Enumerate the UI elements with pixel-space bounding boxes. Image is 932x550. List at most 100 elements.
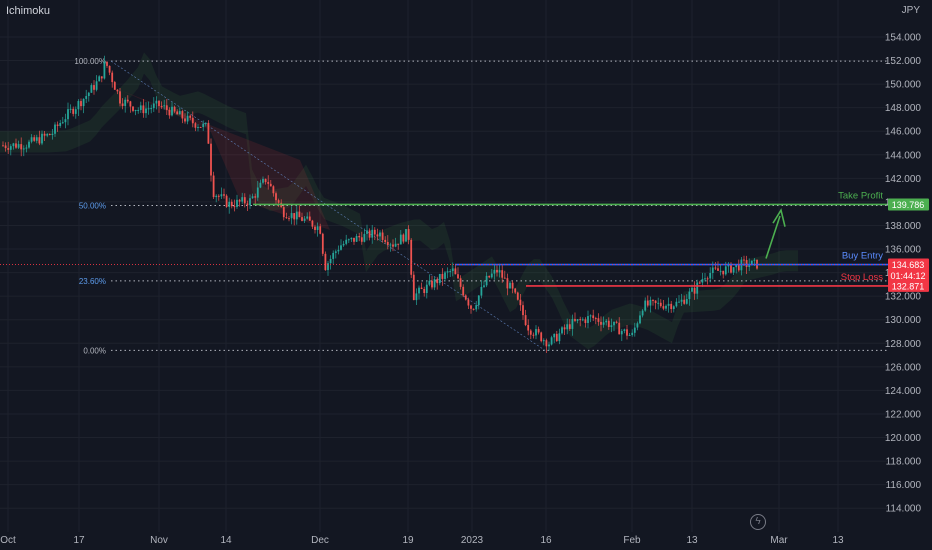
- candle-body: [293, 213, 296, 220]
- candle-body: [264, 178, 267, 183]
- candle-body: [223, 194, 225, 196]
- candle-body: [181, 111, 184, 119]
- candle-body: [581, 319, 584, 321]
- candle-body: [550, 337, 553, 345]
- candle-body: [571, 319, 574, 329]
- candle-body: [540, 332, 543, 342]
- indicator-label[interactable]: Ichimoku: [6, 5, 51, 17]
- candle-body: [303, 218, 306, 221]
- buy-entry-label: Buy Entry: [842, 251, 883, 262]
- candle-body: [93, 85, 95, 90]
- x-tick-label: 19: [402, 535, 414, 546]
- candle-body: [457, 274, 459, 279]
- candle-body: [405, 229, 407, 242]
- candle-body: [220, 194, 223, 197]
- stop-loss-badge: [888, 279, 929, 292]
- candle-body: [202, 123, 205, 128]
- candle-body: [407, 229, 410, 240]
- y-axis: 154.000 152.000 150.000 148.000 146.000 144.0…: [885, 33, 922, 515]
- candle-body: [59, 122, 62, 126]
- candle-body: [553, 333, 556, 338]
- candle-body: [282, 207, 285, 218]
- fib-level-label: 100.00%: [74, 57, 106, 66]
- candle-body: [467, 299, 470, 306]
- candle-body: [574, 319, 576, 321]
- candle-body: [124, 99, 127, 107]
- x-tick-label: 13: [832, 535, 844, 546]
- candle-body: [717, 268, 719, 271]
- candle-body: [152, 103, 155, 109]
- candlestick-series: [2, 55, 758, 353]
- candle-body: [347, 239, 350, 241]
- candle-body: [626, 329, 628, 336]
- candle-body: [548, 344, 550, 347]
- candle-body: [155, 100, 158, 104]
- candle-body: [743, 259, 745, 261]
- candle-body: [490, 273, 493, 278]
- candle-body: [288, 218, 290, 220]
- candle-body: [165, 105, 168, 110]
- fib-level-label: 50.00%: [79, 201, 106, 210]
- candle-body: [103, 61, 106, 79]
- take-profit-label: Take Profit: [838, 190, 883, 201]
- candle-body: [431, 280, 433, 288]
- candle-body: [82, 98, 85, 107]
- candle-body: [272, 186, 275, 194]
- x-tick-label: 13: [686, 535, 698, 546]
- candle-body: [197, 126, 199, 128]
- candle-body: [111, 72, 114, 83]
- y-tick-label: 124.000: [885, 386, 922, 397]
- candle-body: [503, 277, 506, 279]
- candle-body: [392, 244, 394, 247]
- candle-body: [298, 211, 301, 218]
- candle-body: [51, 133, 54, 136]
- candle-body: [480, 286, 483, 296]
- candle-body: [285, 217, 288, 219]
- arrow-head: [772, 208, 786, 227]
- candle-body: [256, 187, 259, 198]
- ichimoku-cloud: [0, 52, 798, 350]
- candle-body: [706, 278, 709, 280]
- x-tick-label: Oct: [0, 535, 16, 546]
- candle-body: [748, 265, 751, 267]
- candle-body: [345, 239, 348, 244]
- candle-body: [290, 213, 293, 219]
- take-profit-badge: [888, 198, 929, 211]
- candle-body: [215, 195, 218, 198]
- candle-body: [678, 301, 680, 303]
- candle-body: [433, 279, 436, 288]
- candle-body: [459, 278, 462, 287]
- candle-body: [363, 233, 366, 242]
- candle-body: [498, 270, 501, 273]
- candle-body: [514, 288, 517, 293]
- candle-body: [184, 118, 186, 122]
- candle-body: [350, 237, 353, 240]
- candle-body: [100, 76, 103, 79]
- candle-body: [670, 303, 673, 310]
- candle-body: [566, 324, 569, 330]
- y-tick-label: 118.000: [886, 457, 922, 468]
- candle-body: [295, 211, 298, 220]
- y-tick-label: 154.000: [885, 33, 922, 44]
- candle-body: [61, 122, 64, 124]
- candle-body: [171, 106, 173, 116]
- candle-body: [194, 123, 197, 128]
- candle-body: [189, 115, 192, 118]
- candle-body: [506, 278, 509, 289]
- candle-body: [199, 126, 202, 128]
- candle-body: [129, 101, 132, 107]
- x-tick-label: Feb: [623, 535, 641, 546]
- candle-body: [519, 299, 522, 306]
- candle-body: [207, 122, 210, 144]
- candle-body: [594, 318, 597, 320]
- candle-body: [730, 263, 732, 273]
- candle-body: [639, 315, 641, 324]
- candle-body: [563, 327, 566, 330]
- candle-body: [301, 217, 303, 221]
- candle-body: [410, 239, 413, 275]
- lightning-icon[interactable]: ϟ: [750, 514, 766, 530]
- candle-body: [134, 109, 137, 111]
- candle-body: [389, 244, 392, 246]
- candle-body: [522, 305, 524, 316]
